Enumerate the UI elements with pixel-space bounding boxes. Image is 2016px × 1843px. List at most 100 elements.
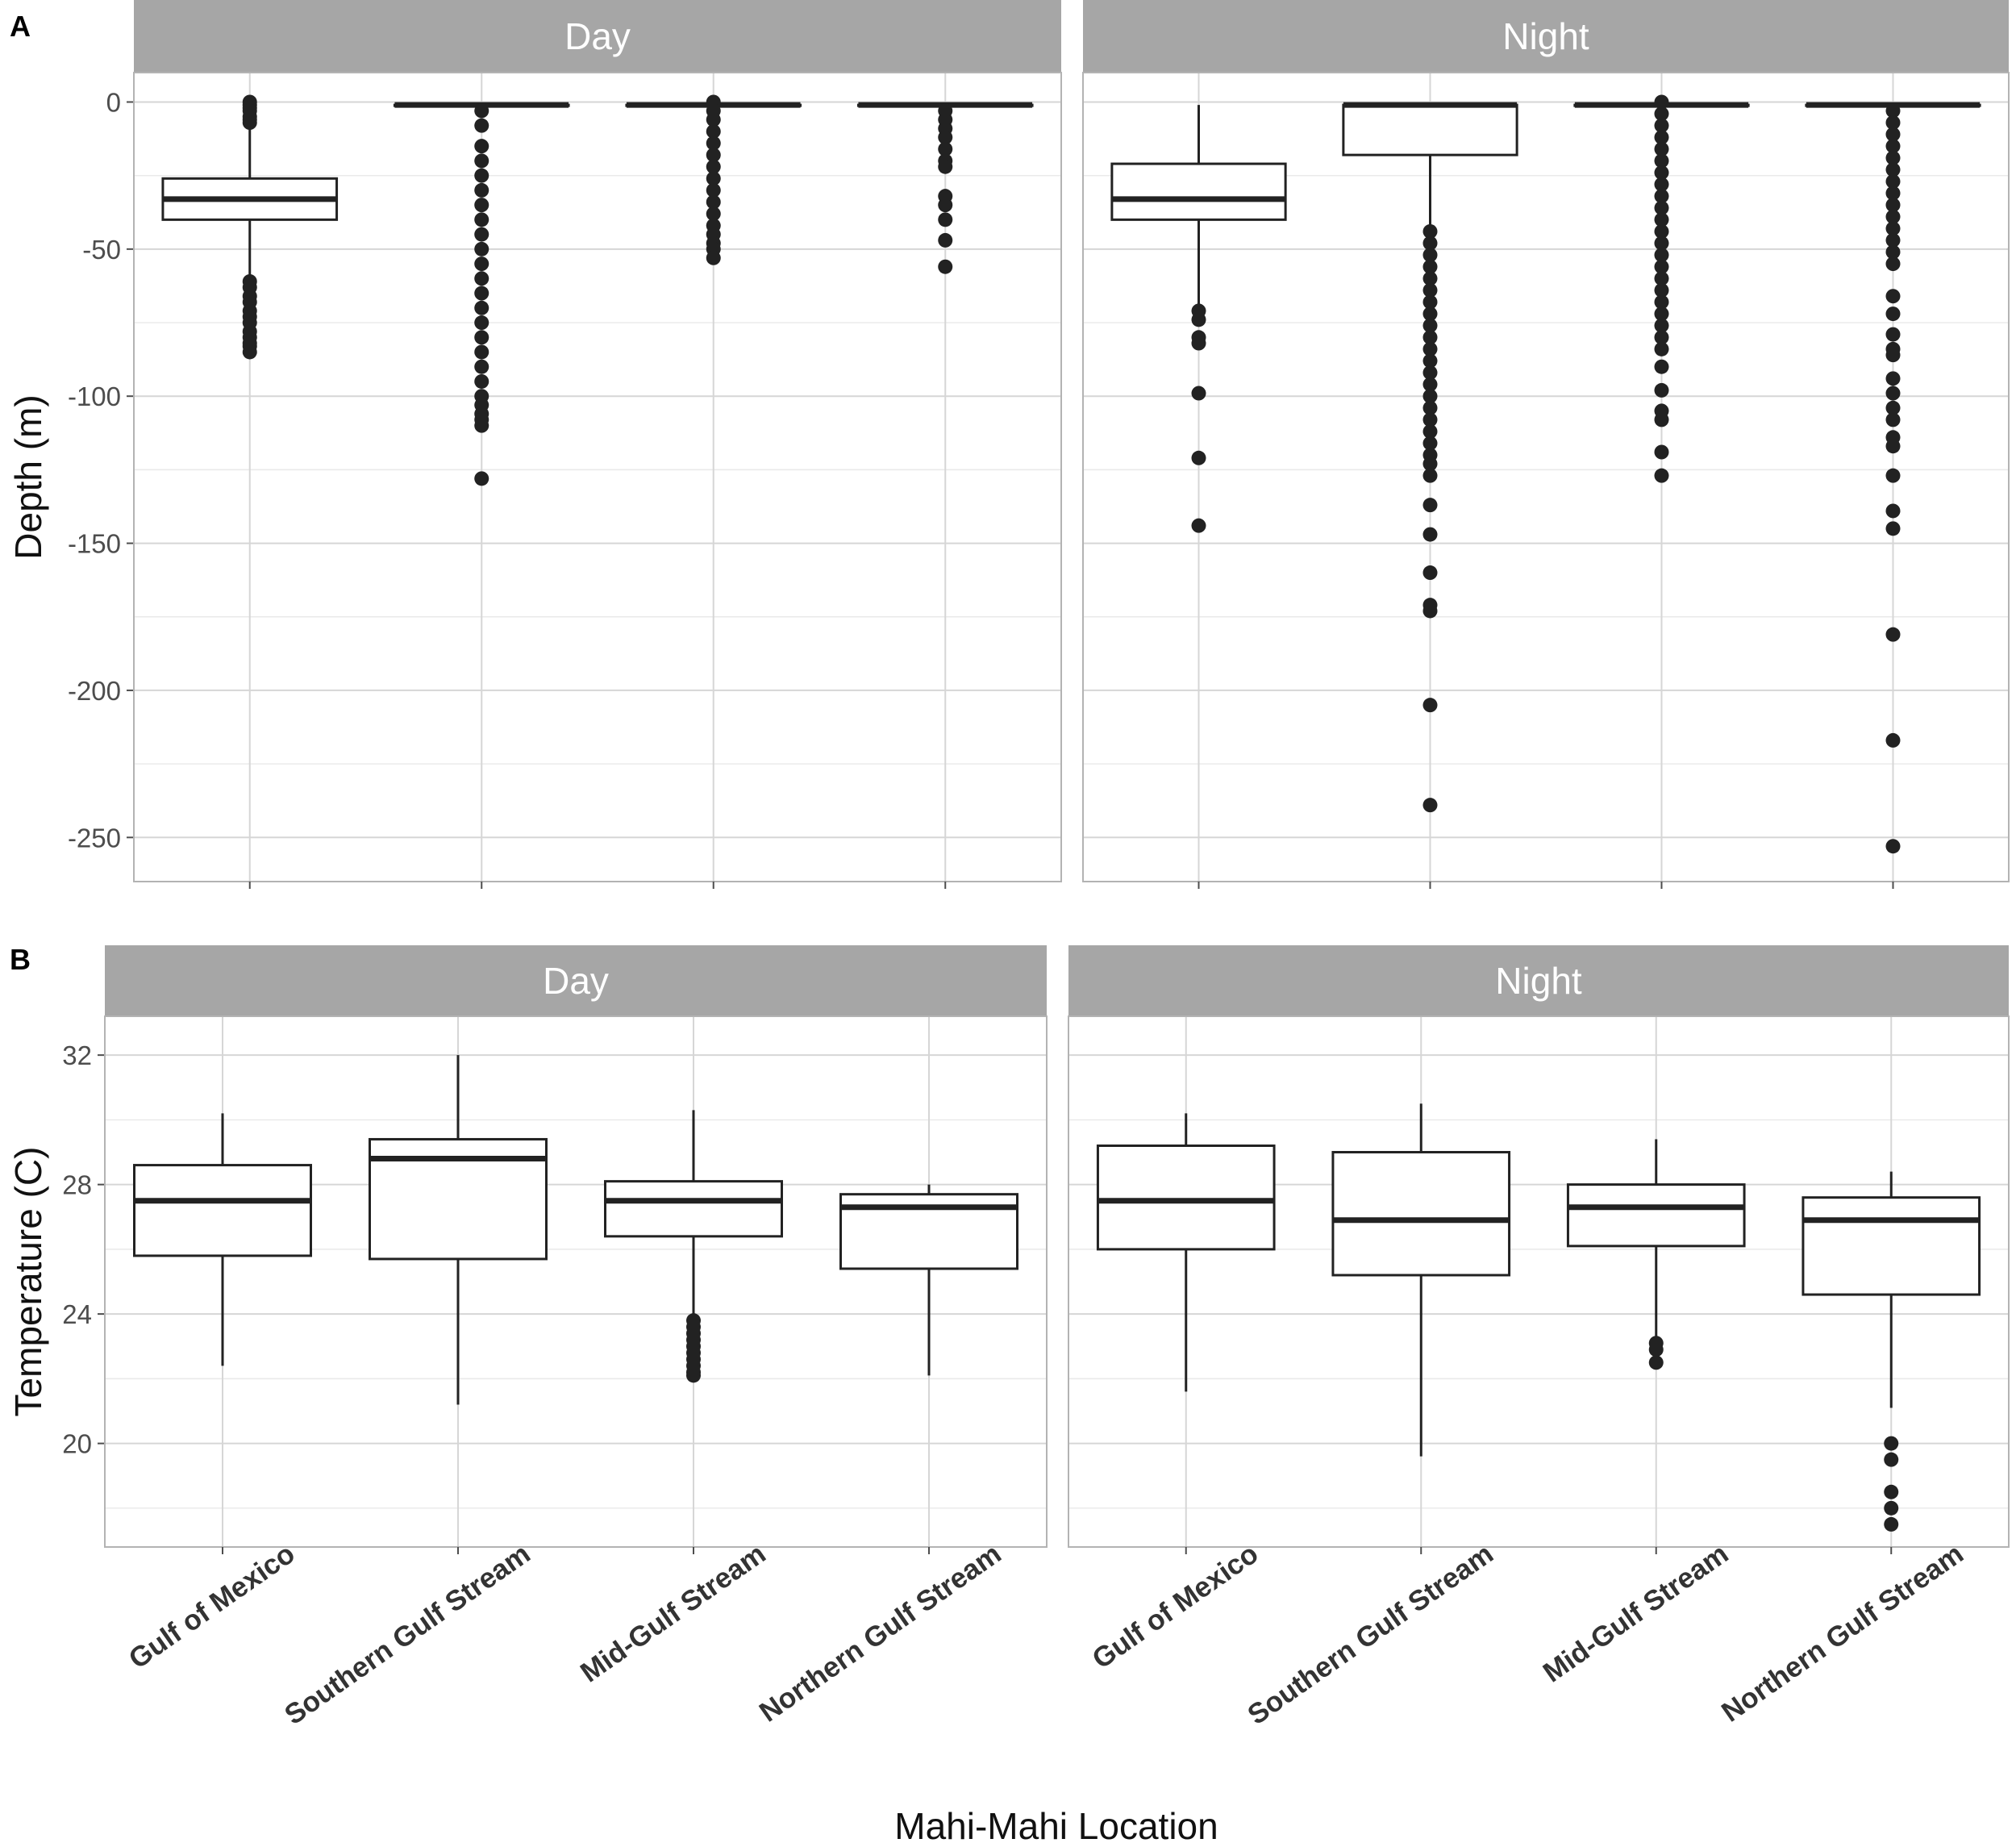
outlier-point bbox=[1422, 423, 1438, 439]
outlier-point bbox=[706, 194, 721, 210]
y-tick-label: -100 bbox=[68, 382, 121, 411]
outlier-point bbox=[474, 286, 489, 301]
outlier-point bbox=[1885, 232, 1901, 248]
outlier-point bbox=[474, 241, 489, 256]
y-axis-title-A: Depth (m) bbox=[7, 394, 49, 559]
outlier-point bbox=[1422, 248, 1438, 263]
outlier-point bbox=[938, 198, 953, 213]
outlier-point bbox=[1654, 271, 1669, 286]
outlier-point bbox=[1654, 330, 1669, 345]
outlier-point bbox=[706, 159, 721, 174]
outlier-point bbox=[1884, 1484, 1899, 1499]
outlier-point bbox=[706, 171, 721, 186]
facet-strip-label: Day bbox=[543, 960, 609, 1002]
outlier-point bbox=[1654, 318, 1669, 333]
outlier-point bbox=[1648, 1355, 1664, 1370]
outlier-point bbox=[474, 103, 489, 119]
outlier-point bbox=[1654, 165, 1669, 181]
facet-strip-label: Night bbox=[1495, 960, 1582, 1002]
outlier-point bbox=[1422, 341, 1438, 357]
outlier-point bbox=[474, 418, 489, 433]
outlier-point bbox=[1884, 1436, 1899, 1451]
outlier-point bbox=[1885, 198, 1901, 213]
outlier-point bbox=[1654, 177, 1669, 192]
outlier-point bbox=[1654, 468, 1669, 483]
outlier-point bbox=[1885, 468, 1901, 483]
box-iqr bbox=[1110, 162, 1287, 221]
outlier-point bbox=[474, 330, 489, 345]
outlier-point bbox=[1654, 106, 1669, 122]
box-iqr bbox=[604, 1180, 783, 1238]
outlier-point bbox=[1654, 189, 1669, 204]
outlier-point bbox=[1422, 798, 1438, 813]
y-axis-title-B: Temperature (C) bbox=[7, 1147, 49, 1417]
outlier-point bbox=[1885, 173, 1901, 189]
outlier-point bbox=[1885, 221, 1901, 236]
outlier-point bbox=[1422, 353, 1438, 369]
outlier-point bbox=[1422, 259, 1438, 274]
outlier-point bbox=[1885, 209, 1901, 224]
box-iqr bbox=[1331, 1151, 1511, 1277]
x-tick-label: Southern Gulf Stream bbox=[1242, 1538, 1499, 1731]
outlier-point bbox=[1654, 130, 1669, 145]
y-tick-label: 0 bbox=[106, 87, 121, 117]
outlier-point bbox=[1885, 732, 1901, 748]
outlier-point bbox=[1191, 518, 1206, 533]
boxplot-northern-gulf-stream bbox=[1801, 1171, 1981, 1532]
outlier-point bbox=[706, 148, 721, 163]
panel-frame bbox=[1082, 72, 2010, 882]
outlier-point bbox=[474, 182, 489, 198]
panel-frame bbox=[104, 1015, 1048, 1548]
outlier-point bbox=[1885, 289, 1901, 304]
outlier-point bbox=[1654, 282, 1669, 298]
outlier-point bbox=[1885, 256, 1901, 272]
outlier-point bbox=[938, 212, 953, 227]
outlier-point bbox=[1191, 312, 1206, 327]
outlier-point bbox=[242, 115, 257, 131]
outlier-point bbox=[706, 123, 721, 139]
outlier-point bbox=[1885, 439, 1901, 454]
outlier-point bbox=[474, 118, 489, 133]
outlier-point bbox=[1422, 365, 1438, 381]
boxplot-northern-gulf-stream bbox=[1805, 102, 1981, 854]
facet-strip-label: Night bbox=[1502, 15, 1589, 57]
outlier-point bbox=[474, 153, 489, 169]
outlier-point bbox=[1191, 336, 1206, 351]
outlier-point bbox=[1654, 294, 1669, 310]
outlier-point bbox=[1885, 150, 1901, 165]
outlier-point bbox=[1422, 412, 1438, 427]
outlier-point bbox=[1885, 400, 1901, 415]
boxplot-northern-gulf-stream bbox=[856, 102, 1034, 274]
outlier-point bbox=[1884, 1500, 1899, 1516]
outlier-point bbox=[1422, 294, 1438, 310]
outlier-point bbox=[1654, 118, 1669, 133]
x-tick-label: Mid-Gulf Stream bbox=[1538, 1538, 1735, 1689]
outlier-point bbox=[1422, 457, 1438, 472]
outlier-point bbox=[474, 271, 489, 286]
outlier-point bbox=[1422, 436, 1438, 451]
outlier-point bbox=[1422, 282, 1438, 298]
outlier-point bbox=[938, 159, 953, 174]
outlier-point bbox=[1885, 627, 1901, 642]
outlier-point bbox=[1885, 412, 1901, 427]
outlier-point bbox=[1654, 200, 1669, 215]
box-iqr bbox=[1566, 1183, 1746, 1248]
outlier-point bbox=[706, 250, 721, 265]
x-tick-label: Southern Gulf Stream bbox=[279, 1538, 536, 1731]
y-tick-label: 24 bbox=[62, 1299, 92, 1329]
outlier-point bbox=[1654, 248, 1669, 263]
outlier-point bbox=[474, 227, 489, 242]
boxplot-mid-gulf-stream bbox=[1566, 1139, 1746, 1370]
outlier-point bbox=[1654, 212, 1669, 227]
outlier-point bbox=[474, 168, 489, 183]
x-tick-label: Gulf of Mexico bbox=[123, 1538, 301, 1675]
outlier-point bbox=[938, 130, 953, 145]
outlier-point bbox=[1885, 139, 1901, 154]
y-tick-label: -50 bbox=[82, 235, 121, 265]
outlier-point bbox=[1885, 371, 1901, 386]
outlier-point bbox=[474, 198, 489, 213]
outlier-point bbox=[1422, 698, 1438, 713]
outlier-point bbox=[1422, 236, 1438, 251]
